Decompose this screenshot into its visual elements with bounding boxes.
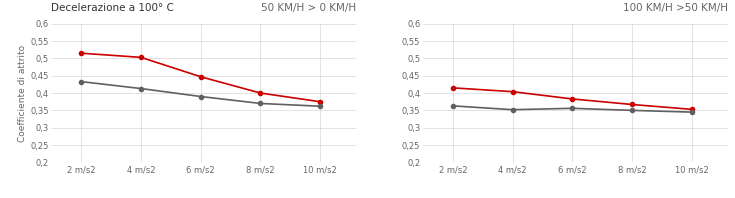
- Text: Decelerazione a 100° C: Decelerazione a 100° C: [51, 3, 174, 13]
- Text: 100 KM/H >50 KM/H: 100 KM/H >50 KM/H: [623, 3, 728, 13]
- Text: 50 KM/H > 0 KM/H: 50 KM/H > 0 KM/H: [261, 3, 356, 13]
- Y-axis label: Coefficiente di attrito: Coefficiente di attrito: [18, 45, 27, 142]
